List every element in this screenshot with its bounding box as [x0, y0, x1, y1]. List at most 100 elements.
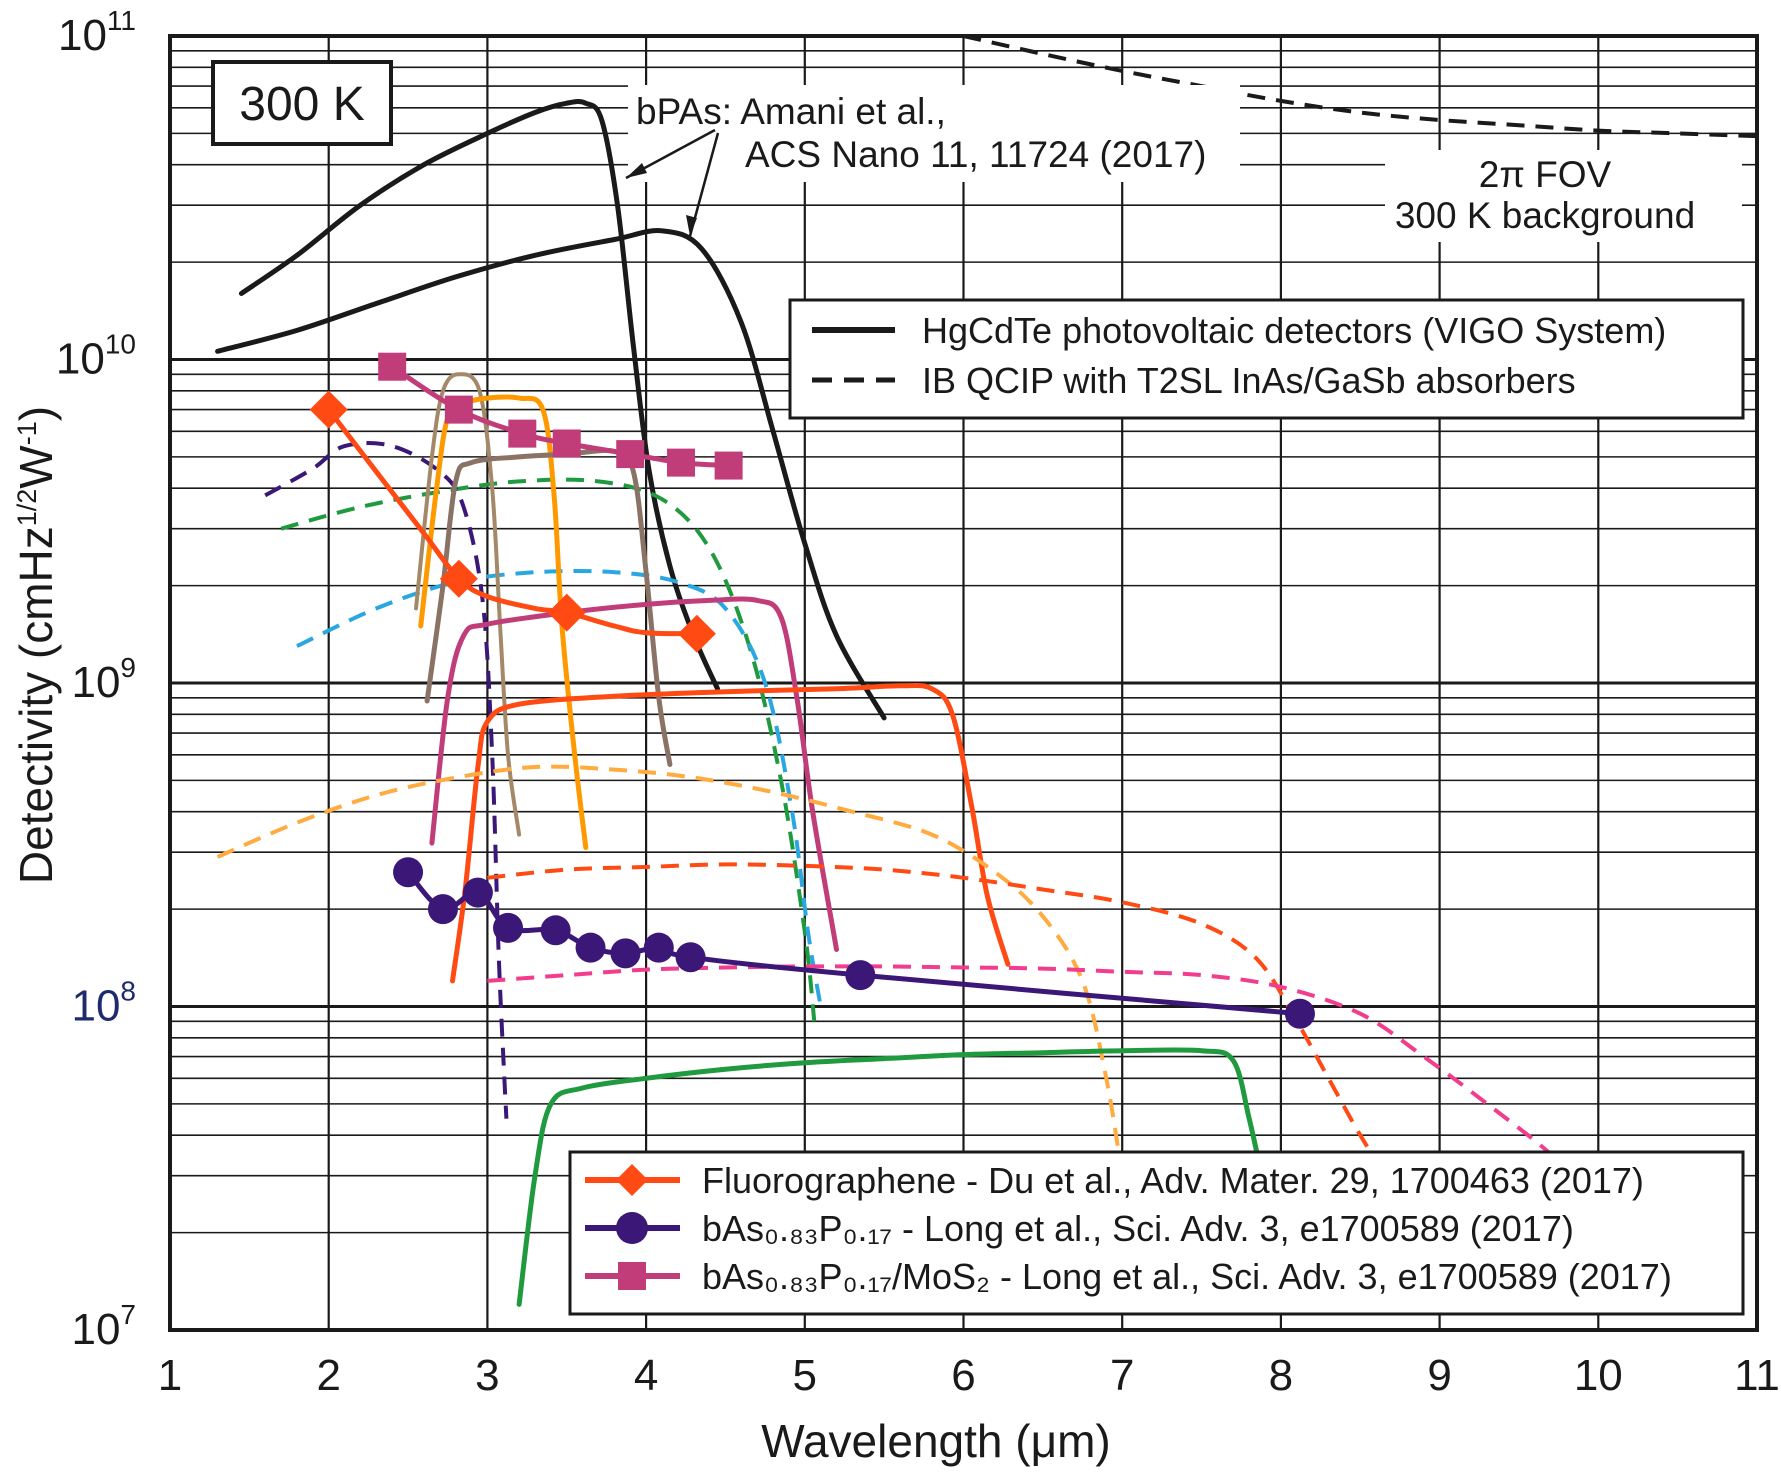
data-point-bas0-83p0-17-mos2: [444, 395, 473, 424]
legend-fluorographene-marker: [616, 1164, 648, 1196]
legend-top: HgCdTe photovoltaic detectors (VIGO Syst…: [788, 298, 1745, 420]
data-point-bas0-83p0-17-mos2: [714, 451, 743, 480]
legend-bottom: Fluorographene - Du et al., Adv. Mater. …: [568, 1150, 1745, 1316]
y-tick-base: 10: [71, 658, 120, 707]
data-point-bas0-83p0-17: [540, 915, 571, 946]
y-tick-exponent: 11: [107, 5, 136, 36]
data-point-bas0-83p0-17: [493, 912, 524, 943]
y-tick-base: 10: [71, 1305, 120, 1354]
legend-bas-label: bAs₀.₈₃P₀.₁₇ - Long et al., Sci. Adv. 3,…: [702, 1208, 1574, 1249]
temperature-label-box: 300 K: [211, 60, 393, 146]
y-tick-label: 1010: [56, 329, 136, 384]
bpas-annotation-line1: bPAs: Amani et al.,: [636, 91, 946, 132]
x-tick-label: 8: [1269, 1351, 1293, 1400]
series-line-light-blue-dashed: [296, 569, 823, 1007]
data-point-bas0-83p0-17: [610, 938, 641, 969]
series-line-fluorographene: [326, 407, 700, 637]
x-tick-label: 11: [1734, 1351, 1780, 1400]
x-tick-labels: 1 2 3 4 5 6 7 8 9 10 11: [158, 1351, 1780, 1400]
x-tick-label: 4: [634, 1351, 658, 1400]
x-tick-label: 5: [793, 1351, 817, 1400]
y-tick-base: 10: [56, 335, 105, 384]
series-line-pink-dashed: [487, 964, 1600, 1203]
series-line-green-solid: [516, 1047, 1265, 1307]
data-point-bas0-83p0-17: [845, 960, 876, 991]
legend-hgcdte-label: HgCdTe photovoltaic detectors (VIGO Syst…: [922, 310, 1666, 351]
bpas-arrowhead-1: [626, 163, 647, 178]
fov-annotation-bg: [1385, 150, 1742, 242]
series-line-bpas-amani-1: [238, 99, 720, 692]
data-point-bas0-83p0-17-mos2: [667, 448, 696, 477]
legend-basmos2-label: bAs₀.₈₃P₀.₁₇/MoS₂ - Long et al., Sci. Ad…: [702, 1256, 1672, 1297]
series-line-light-orange-dashed: [216, 764, 1125, 1177]
y-tick-label: 108: [71, 976, 136, 1031]
fov-annotation-line1: 2π FOV: [1479, 154, 1612, 195]
bpas-arrowhead-2: [686, 215, 697, 236]
series-line-orange-solid: [418, 394, 589, 850]
data-point-bas0-83p0-17-mos2: [616, 440, 645, 469]
plot-frame: [168, 34, 1759, 1332]
data-point-bas0-83p0-17: [575, 932, 606, 963]
data-point-fluorographene: [309, 390, 348, 429]
series-layer: [215, 34, 1758, 1307]
legend-bottom-frame: [568, 1150, 1745, 1316]
legend-fluorographene-label: Fluorographene - Du et al., Adv. Mater. …: [702, 1160, 1644, 1201]
bpas-annotation-line2: ACS Nano 11, 11724 (2017): [745, 134, 1206, 175]
data-point-bas0-83p0-17: [427, 894, 458, 925]
data-point-bas0-83p0-17: [643, 932, 674, 963]
y-tick-base: 10: [71, 982, 120, 1031]
x-tick-label: 7: [1110, 1351, 1134, 1400]
data-point-bas0-83p0-17: [1284, 998, 1315, 1029]
y-axis-title-sup2: -1: [12, 421, 42, 445]
temperature-box-frame: [211, 60, 393, 146]
x-tick-label: 6: [951, 1351, 975, 1400]
series-line-red-dashed: [487, 862, 1394, 1187]
legend-bas-marker: [616, 1212, 648, 1244]
data-point-bas0-83p0-17-mos2: [508, 419, 537, 448]
y-tick-base: 10: [58, 11, 107, 60]
x-tick-label: 10: [1574, 1351, 1623, 1400]
series-line-bas0-83p0-17: [405, 869, 1303, 1017]
data-point-fluorographene: [439, 559, 478, 598]
x-tick-label: 2: [316, 1351, 340, 1400]
y-axis-title-end: ): [10, 406, 62, 421]
data-point-fluorographene: [547, 593, 586, 632]
svg-text:Detectivity (cmHz1/2W-1): Detectivity (cmHz1/2W-1): [10, 406, 62, 884]
series-line-tan-solid: [414, 372, 522, 837]
y-tick-exponent: 8: [120, 976, 136, 1007]
x-axis-title: Wavelength (μm): [761, 1415, 1110, 1467]
series-line-purple-dashed: [264, 441, 509, 1119]
legend-top-frame: [788, 298, 1745, 420]
y-axis-title-w: W: [10, 445, 62, 489]
y-tick-label: 1011: [58, 5, 136, 60]
series-line-red-solid: [450, 682, 1011, 984]
y-tick-label: 107: [71, 1299, 136, 1354]
y-tick-exponent: 7: [120, 1299, 136, 1330]
x-tick-label: 9: [1427, 1351, 1451, 1400]
y-axis-title-sup1: 1/2: [12, 489, 42, 527]
data-point-bas0-83p0-17: [462, 877, 493, 908]
fov-annotation-line2: 300 K background: [1395, 195, 1695, 236]
data-point-bas0-83p0-17-mos2: [552, 429, 581, 458]
data-point-bas0-83p0-17-mos2: [378, 352, 407, 381]
y-tick-exponent: 10: [105, 329, 136, 360]
y-tick-exponent: 9: [120, 652, 136, 683]
y-axis-title: Detectivity (cmHz1/2W-1): [10, 406, 62, 884]
y-tick-label: 109: [71, 652, 136, 707]
data-point-bas0-83p0-17: [393, 857, 424, 888]
bpas-annotation: bPAs: Amani et al., ACS Nano 11, 11724 (…: [625, 85, 1240, 237]
bpas-annotation-bg: [628, 85, 1240, 182]
data-point-fluorographene: [677, 614, 716, 653]
data-point-bas0-83p0-17: [675, 942, 706, 973]
legend-basmos2-marker: [618, 1262, 646, 1290]
fov-annotation: 2π FOV 300 K background: [1385, 150, 1742, 242]
temperature-label: 300 K: [239, 78, 364, 131]
series-line-bpas-amani-2: [215, 228, 887, 721]
series-line-magenta-solid: [429, 596, 839, 952]
x-tick-label: 3: [475, 1351, 499, 1400]
legend-ibqcip-label: IB QCIP with T2SL InAs/GaSb absorbers: [922, 360, 1576, 401]
y-axis-title-main: Detectivity (cmHz: [10, 526, 62, 884]
series-line-green-dashed: [280, 477, 817, 1022]
series-line-2-fov-300-k-background-limit: [963, 34, 1758, 139]
